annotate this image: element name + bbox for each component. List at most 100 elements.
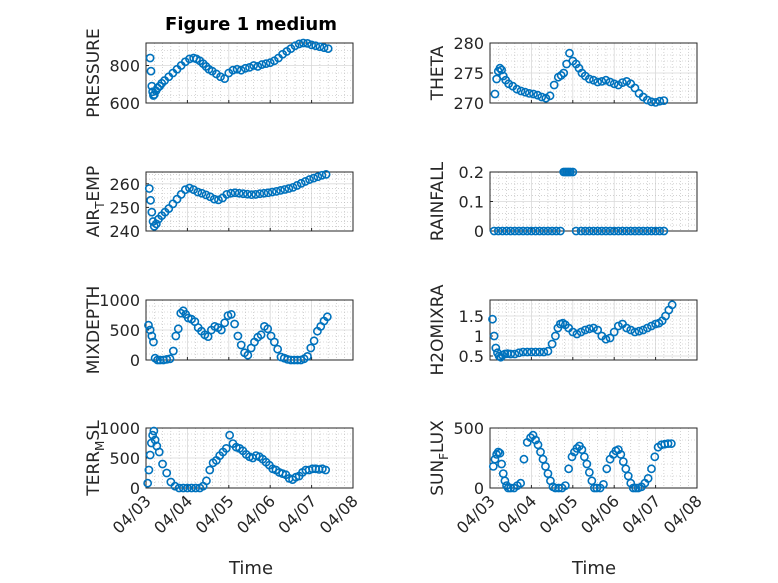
data-point — [290, 41, 300, 51]
data-point — [584, 324, 594, 334]
axes-box — [145, 42, 354, 104]
y-tick-label: 1 — [474, 327, 484, 346]
data-point — [261, 59, 271, 69]
data-point — [584, 226, 594, 236]
data-point — [655, 96, 665, 106]
y-tick-label: 0.1 — [459, 193, 484, 212]
data-point — [524, 89, 534, 98]
data-point — [238, 189, 248, 199]
data-point — [145, 325, 155, 335]
data-point — [170, 481, 180, 491]
data-point — [630, 83, 640, 93]
data-point — [609, 79, 619, 89]
data-point — [589, 323, 598, 333]
data-point — [539, 347, 549, 357]
data-point — [522, 226, 532, 236]
data-point — [497, 459, 506, 469]
data-point — [531, 347, 540, 357]
data-point — [284, 184, 294, 193]
data-point — [146, 195, 155, 205]
data-point — [622, 323, 632, 333]
y-tick-label: 500 — [453, 419, 484, 438]
data-point — [609, 226, 619, 236]
data-point — [510, 226, 520, 236]
data-point — [243, 350, 253, 360]
y-tick-label: 240 — [109, 222, 140, 241]
data-point — [597, 77, 607, 86]
y-tick-label: 0 — [130, 351, 140, 370]
data-point — [151, 219, 161, 229]
data-point — [582, 459, 592, 469]
data-point — [315, 42, 325, 52]
data-point — [280, 185, 290, 194]
data-point — [592, 483, 602, 493]
y-axis-label: MIXDEPTH — [84, 286, 104, 375]
data-point — [564, 464, 574, 474]
data-point — [144, 184, 154, 193]
figure-title: Figure 1 medium — [165, 14, 337, 35]
data-point — [522, 347, 532, 357]
x-tick-label: 04/03 — [453, 491, 499, 537]
data-point — [162, 354, 172, 364]
data-point — [571, 226, 581, 236]
data-point — [567, 452, 577, 462]
data-point — [309, 173, 319, 183]
data-point — [147, 207, 157, 217]
axes-box — [489, 299, 698, 361]
data-point — [146, 66, 156, 76]
data-point — [321, 465, 331, 475]
data-point — [158, 459, 167, 469]
data-point — [309, 336, 319, 346]
data-point — [601, 334, 611, 344]
data-point — [576, 327, 586, 337]
data-point — [630, 226, 640, 236]
y-tick-label: 280 — [453, 34, 484, 53]
data-point — [234, 188, 244, 198]
data-point — [226, 309, 236, 319]
series-mixdepth — [144, 306, 332, 365]
axes-rainfall: 0 0.1 0.2 RAINFALL — [428, 161, 698, 241]
data-point — [651, 98, 660, 107]
data-point — [556, 71, 566, 80]
data-point — [547, 226, 557, 236]
data-point — [593, 77, 603, 87]
y-tick-label: 260 — [109, 175, 140, 194]
data-point — [576, 226, 586, 236]
data-point — [589, 75, 598, 85]
data-point — [630, 327, 640, 337]
y-axis-label: AIRTEMP — [84, 166, 107, 237]
data-point — [174, 483, 184, 493]
data-point — [547, 339, 557, 349]
series-pressure — [145, 38, 333, 100]
data-point — [150, 435, 160, 445]
y-tick-label: 800 — [109, 57, 140, 76]
data-point — [531, 226, 540, 236]
data-point — [495, 63, 505, 73]
data-point — [322, 312, 332, 322]
data-point — [489, 226, 499, 236]
data-point — [493, 226, 503, 236]
data-point — [555, 226, 565, 236]
data-point — [529, 89, 538, 99]
data-point — [651, 226, 660, 236]
data-point — [245, 62, 254, 72]
plot-area — [145, 171, 354, 232]
data-point — [626, 226, 636, 236]
data-point — [236, 65, 246, 75]
data-point — [233, 331, 243, 341]
data-point — [228, 65, 238, 75]
data-point — [303, 351, 312, 361]
data-point — [527, 347, 536, 357]
data-point — [634, 326, 644, 336]
y-tick-label: 0.5 — [459, 347, 484, 366]
y-tick-label: 1000 — [99, 291, 140, 310]
data-point — [294, 39, 304, 49]
data-point — [148, 430, 158, 440]
data-point — [313, 172, 323, 182]
data-point — [495, 448, 505, 458]
axes-pressure: 600 800 PRESSURE — [84, 28, 354, 118]
data-point — [609, 327, 619, 337]
data-point — [176, 308, 186, 318]
